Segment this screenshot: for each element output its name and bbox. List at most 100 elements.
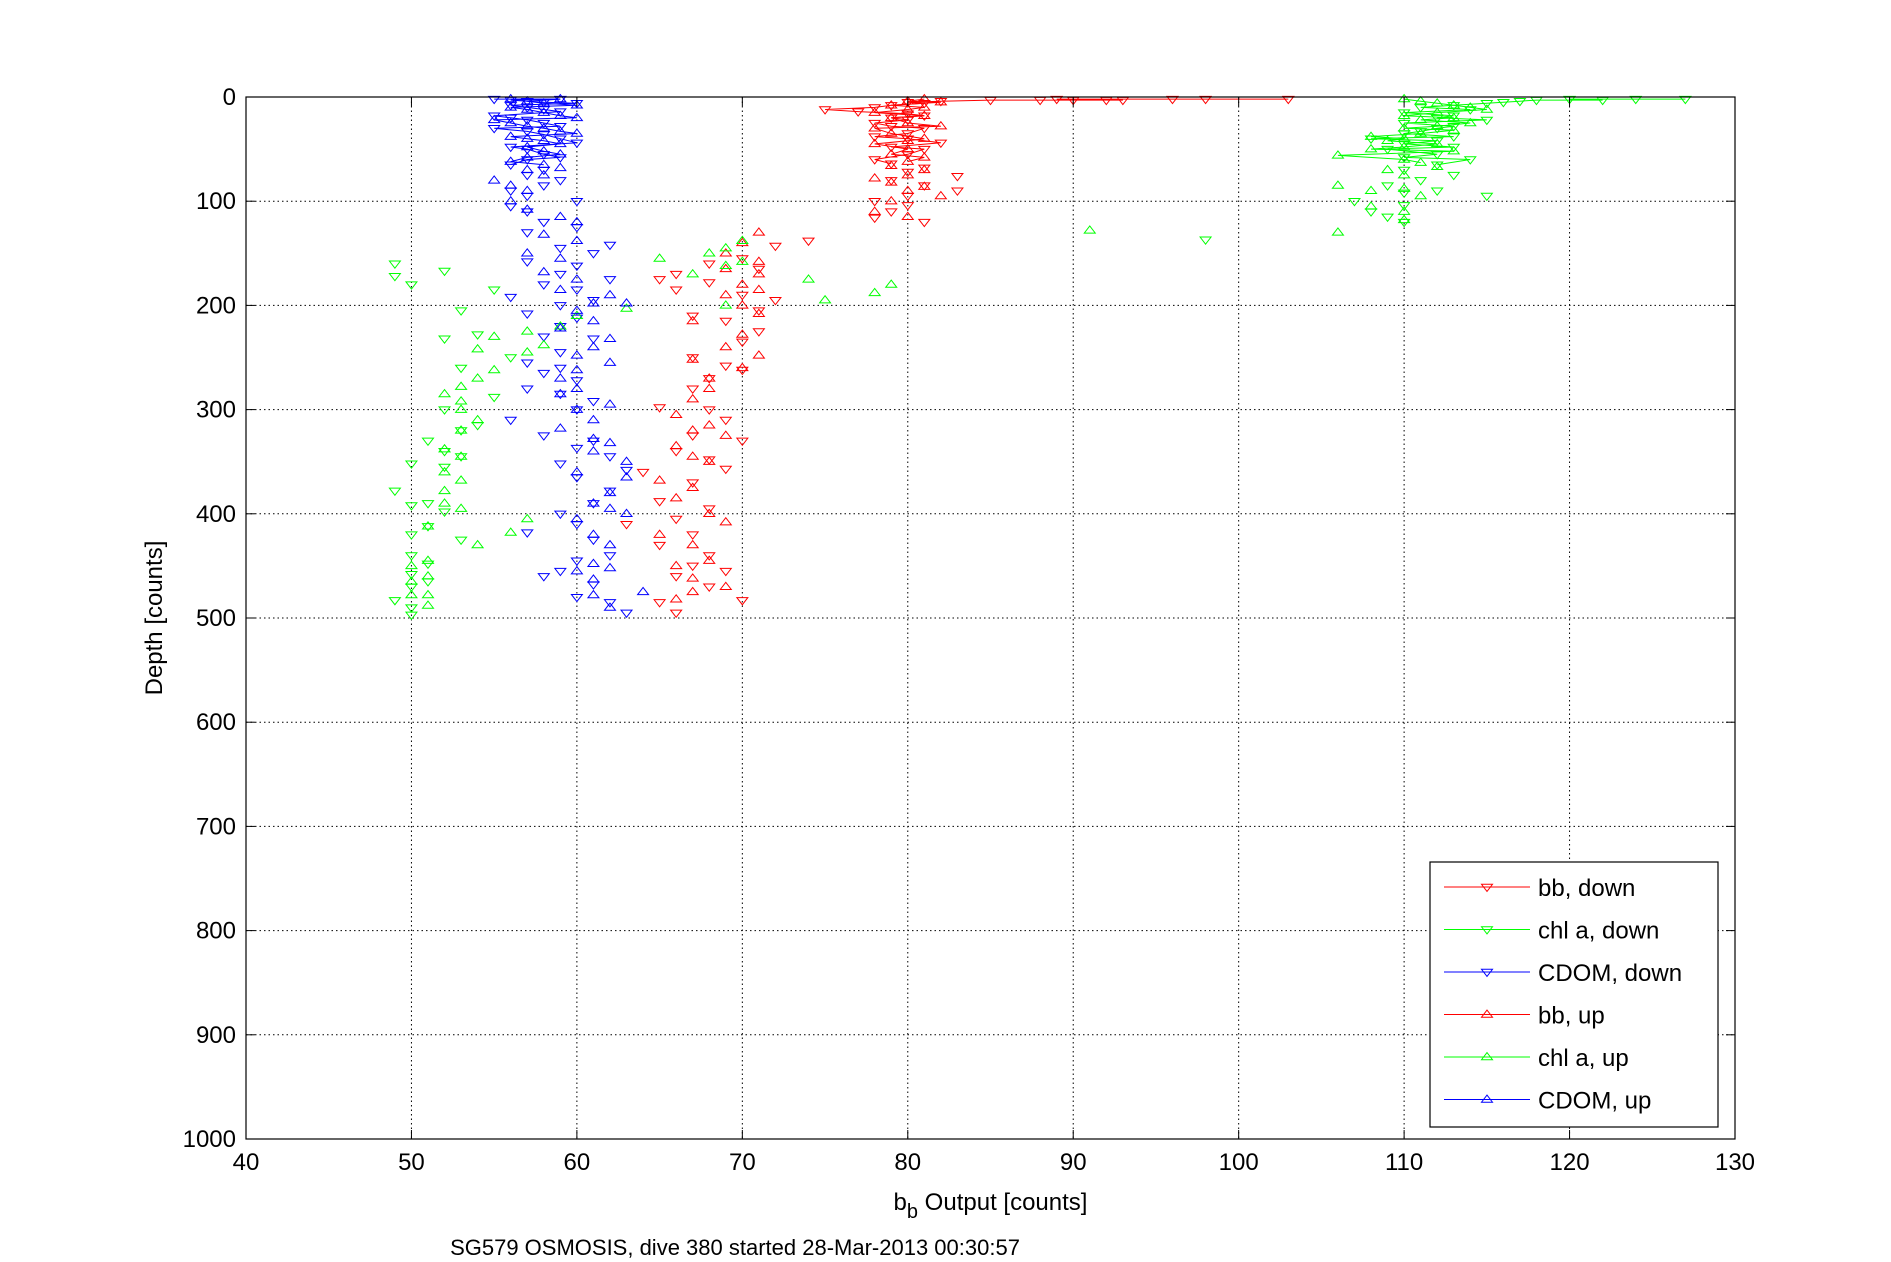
data-point [901,168,915,178]
data-point [520,359,534,368]
data-point [438,443,452,453]
y-axis-label: Depth [counts] [141,541,168,696]
data-point [537,182,551,191]
data-point [702,375,716,384]
data-point [702,260,716,269]
data-point [487,331,501,340]
data-point [702,508,716,518]
data-point [1463,117,1477,127]
x-tick-label: 60 [564,1149,591,1176]
data-point [1430,137,1444,147]
data-point [454,404,468,413]
data-point [1397,154,1411,163]
data-point [653,498,667,507]
x-axis-label: bb Output [counts] [894,1189,1088,1223]
data-point [520,95,534,105]
data-point [669,573,683,582]
legend-label: chl a, down [1538,918,1659,945]
data-point [570,310,584,320]
data-point [570,444,584,454]
data-point [553,162,567,172]
data-point [1050,95,1064,105]
data-point [520,258,534,267]
data-point [570,128,584,137]
data-point [570,305,584,314]
data-point [752,268,766,278]
legend-marker [1480,1094,1494,1103]
data-point [454,395,468,405]
data-point [520,152,534,161]
data-point [520,141,534,151]
data-point [686,479,700,488]
data-point [868,214,882,224]
data-point [702,406,716,415]
data-point [917,152,931,161]
data-point [917,133,931,142]
data-point [586,315,600,325]
data-point [570,139,584,149]
data-point [702,505,716,514]
data-point [553,126,567,135]
x-axis-label-base: b [894,1189,907,1216]
data-point [487,393,501,403]
data-point [719,465,733,475]
data-point [1397,119,1411,129]
y-tick-label: 1000 [183,1126,236,1153]
data-point [570,364,584,374]
data-point [570,197,584,207]
data-point [388,597,402,606]
y-tick-label: 0 [223,84,236,111]
y-tick-label: 300 [196,397,236,424]
data-point [884,102,898,111]
data-point [686,586,700,596]
data-point [553,95,567,105]
data-point [553,122,567,132]
data-point [504,117,518,127]
data-point [553,302,567,311]
data-point [1397,122,1411,132]
data-point [553,270,567,280]
legend-label: chl a, up [1538,1045,1629,1072]
data-point [471,331,485,340]
data-point [901,211,915,221]
data-point [438,463,452,473]
data-point [586,414,600,424]
data-point [752,328,766,337]
data-point [553,177,567,186]
data-point [553,423,567,432]
data-point [553,211,567,221]
data-point [553,93,567,103]
legend-label: CDOM, down [1538,960,1682,987]
data-point [901,117,915,127]
data-point [686,354,700,363]
data-point [438,335,452,345]
data-point [735,437,749,447]
data-point [702,555,716,564]
data-point [752,256,766,265]
data-point [586,433,600,442]
data-point [620,609,634,619]
data-point [1414,104,1428,113]
data-point [553,364,567,374]
data-point [537,169,551,179]
data-point [868,287,882,297]
data-point [487,286,501,296]
data-point [537,122,551,132]
data-point [603,289,617,299]
legend-label: CDOM, up [1538,1088,1651,1115]
data-point [520,248,534,257]
data-point [735,255,749,264]
data-point [553,323,567,332]
data-point [504,102,518,111]
data-point [570,404,584,413]
data-point [1496,98,1510,108]
data-point [603,241,617,251]
data-point [504,93,518,103]
data-point [917,181,931,190]
data-point [520,229,534,238]
data-point [620,466,634,476]
data-point [1381,213,1395,223]
data-point [735,362,749,372]
data-point [404,611,418,621]
data-point [520,185,534,195]
